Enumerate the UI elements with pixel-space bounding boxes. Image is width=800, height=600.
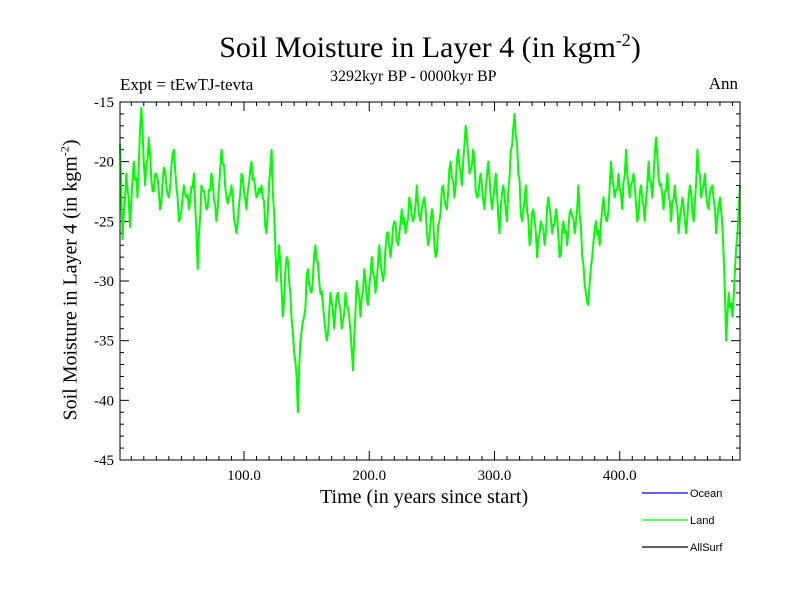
chart-subtitle: 3292kyr BP - 0000kyr BP <box>330 68 497 85</box>
x-tick-label: 200.0 <box>352 468 386 484</box>
legend: Ocean Land AllSurf <box>642 488 723 554</box>
y-tick-label: -45 <box>94 453 114 469</box>
experiment-label: Expt = tEwTJ-tevta <box>120 75 254 94</box>
x-tick-label: 300.0 <box>478 468 512 484</box>
series-group <box>119 107 741 414</box>
legend-label-land: Land <box>690 515 714 527</box>
chart-title: Soil Moisture in Layer 4 (in kgm-2) <box>219 30 641 64</box>
y-tick-label: -25 <box>94 214 114 230</box>
x-tick-label: 100.0 <box>227 468 261 484</box>
legend-label-ocean: Ocean <box>690 488 722 500</box>
tick-labels: 100.0 200.0 300.0 400.0 -15 -20 -25 -30 -35 -40 -4… <box>94 95 637 484</box>
y-tick-label: -20 <box>94 155 114 171</box>
plot-frame <box>119 101 741 461</box>
axis-ticks <box>120 101 740 461</box>
y-tick-label: -40 <box>94 393 114 409</box>
x-tick-label: 400.0 <box>603 468 637 484</box>
series-line-land <box>119 107 741 414</box>
x-axis-label: Time (in years since start) <box>320 486 529 508</box>
y-tick-label: -15 <box>94 95 114 111</box>
y-tick-label: -35 <box>94 334 114 350</box>
season-label: Ann <box>708 74 738 93</box>
y-tick-label: -30 <box>94 274 114 290</box>
legend-label-allsurf: AllSurf <box>690 542 723 554</box>
